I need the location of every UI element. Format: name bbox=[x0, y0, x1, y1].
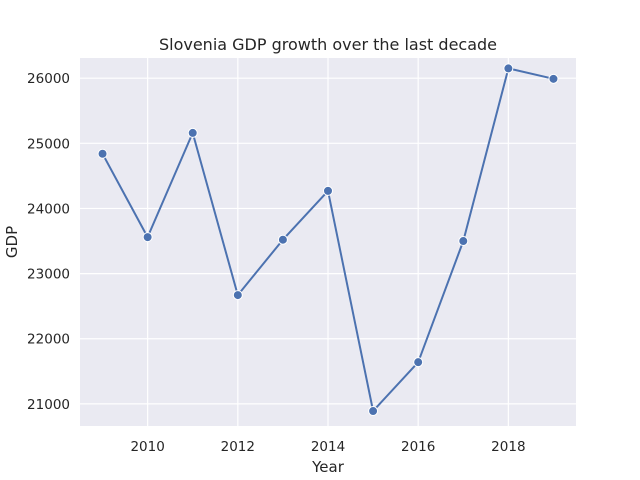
x-axis-ticks: 2010 2012 2014 2016 2018 bbox=[130, 439, 525, 455]
y-tick-label: 25000 bbox=[27, 136, 70, 152]
data-point bbox=[232, 290, 243, 301]
chart-title: Slovenia GDP growth over the last decade bbox=[159, 35, 497, 54]
y-axis-label: GDP bbox=[3, 226, 21, 258]
y-tick-label: 26000 bbox=[27, 71, 70, 87]
y-tick-label: 24000 bbox=[27, 201, 70, 217]
data-point bbox=[187, 127, 198, 138]
x-tick-label: 2012 bbox=[221, 439, 255, 455]
data-point bbox=[277, 234, 288, 245]
y-tick-label: 22000 bbox=[27, 332, 70, 348]
data-point bbox=[413, 357, 424, 368]
data-point bbox=[368, 406, 379, 417]
grid-lines bbox=[80, 58, 576, 426]
x-tick-label: 2014 bbox=[311, 439, 345, 455]
x-tick-label: 2018 bbox=[491, 439, 525, 455]
data-point bbox=[503, 63, 514, 74]
data-point bbox=[323, 185, 333, 196]
data-point bbox=[458, 236, 469, 247]
y-tick-label: 23000 bbox=[27, 267, 70, 283]
x-tick-label: 2010 bbox=[130, 439, 164, 455]
data-point bbox=[548, 73, 559, 84]
data-point bbox=[97, 148, 108, 159]
y-tick-label: 21000 bbox=[27, 397, 70, 413]
series-gdp bbox=[97, 63, 559, 417]
y-axis-ticks: 21000 22000 23000 24000 25000 26000 bbox=[27, 71, 70, 413]
data-point bbox=[142, 232, 153, 243]
x-tick-label: 2016 bbox=[401, 439, 435, 455]
x-axis-label: Year bbox=[311, 458, 345, 476]
